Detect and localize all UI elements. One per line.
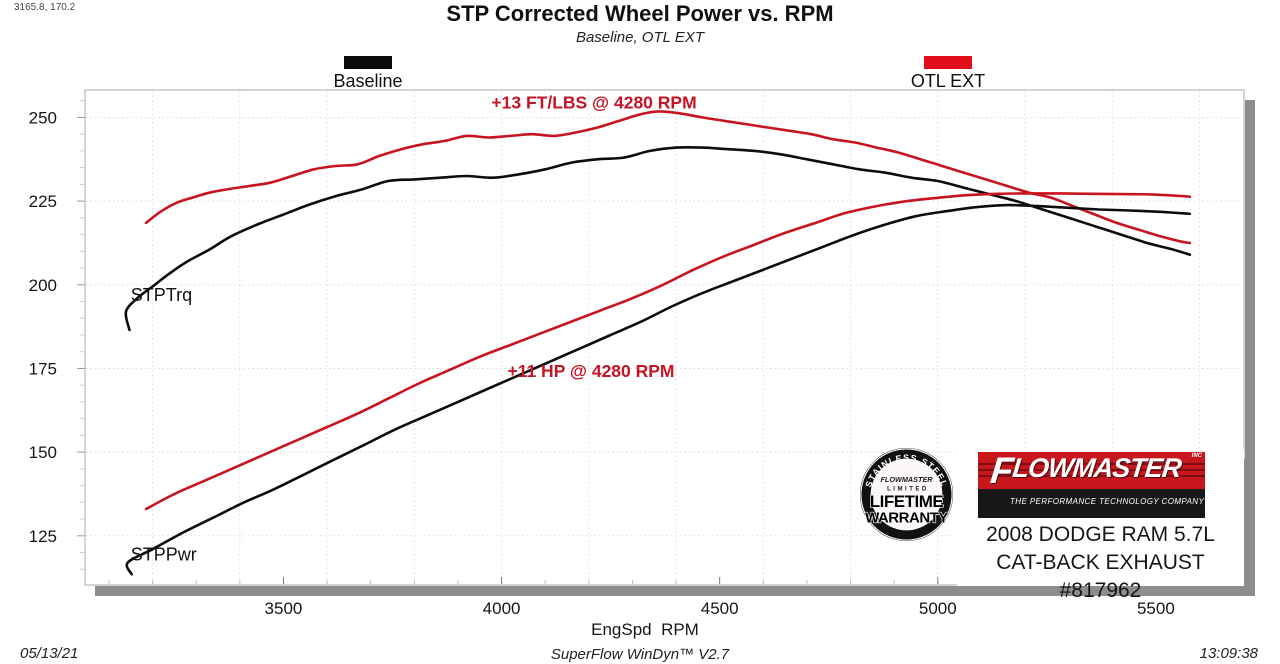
flowmaster-logo: FLOWMASTER INC THE PERFORMANCE TECHNOLOG… [978, 450, 1205, 518]
annotation-text: +13 FT/LBS @ 4280 RPM [491, 93, 696, 113]
badge-inner-disc [870, 458, 943, 531]
vehicle-line-1: 2008 DODGE RAM 5.7L [986, 523, 1215, 546]
curve-otl-ext-stppwr [144, 192, 1192, 511]
x-tick-label: 4500 [701, 599, 739, 618]
baseline-color-swatch [344, 56, 392, 69]
annotation-text: STPPwr [131, 545, 197, 565]
y-tick-label: 125 [29, 527, 57, 546]
footer-software: SuperFlow WinDyn™ V2.7 [550, 646, 730, 663]
annotation-text: STPTrq [131, 285, 192, 305]
vehicle-line-2: CAT-BACK EXHAUST #817962 [996, 551, 1205, 602]
curve-otl-ext-stptrq [144, 110, 1192, 245]
logo-inc-mark: INC [1191, 453, 1202, 459]
cursor-coordinate-readout: 3165.8, 170.2 [14, 2, 76, 13]
badge-brand-text: FLOWMASTER [880, 475, 933, 484]
badge-warranty-text: WARRANTY [865, 510, 948, 527]
legend-item-baseline: Baseline [323, 56, 413, 92]
curve-baseline-stppwr [125, 203, 1192, 576]
x-tick-label: 4000 [483, 599, 521, 618]
otl-ext-color-swatch [924, 56, 972, 69]
otl-ext-legend-label: OTL EXT [910, 71, 986, 91]
x-tick-label: 5000 [919, 599, 957, 618]
x-tick-label: 5500 [1137, 599, 1175, 618]
footer-time: 13:09:38 [1199, 645, 1258, 662]
logo-stripe [978, 463, 1205, 465]
plot-shadow-right [1245, 100, 1255, 596]
curve-baseline-stptrq [124, 145, 1192, 332]
chart-subtitle: Baseline, OTL EXT [575, 29, 705, 46]
badge-lifetime-text: LIFETIME [870, 492, 944, 511]
vehicle-info-panel: FLOWMASTER INC THE PERFORMANCE TECHNOLOG… [957, 449, 1244, 602]
y-tick-label: 225 [29, 192, 57, 211]
y-tick-label: 150 [29, 443, 57, 462]
y-tick-label: 200 [29, 276, 57, 295]
y-tick-label: 250 [29, 108, 57, 127]
logo-stripe [978, 469, 1205, 471]
x-tick-label: 3500 [265, 599, 303, 618]
baseline-legend-label: Baseline [333, 71, 403, 91]
badge-limited-text: LIMITED [887, 487, 929, 493]
lifetime-warranty-badge: STAINLESS STEEL FLOWMASTER LIMITED LIFET… [859, 447, 954, 542]
chart-header: STP Corrected Wheel Power vs. RPM Baseli… [0, 0, 1280, 46]
footer-date: 05/13/21 [20, 645, 79, 662]
x-axis-label: EngSpd RPM [591, 620, 699, 639]
chart-title: STP Corrected Wheel Power vs. RPM [446, 1, 834, 26]
flowmaster-logo-red-band [978, 452, 1205, 489]
annotation-text: +11 HP @ 4280 RPM [507, 361, 674, 381]
plot-shadow-bottom [95, 586, 1255, 596]
flowmaster-wordmark: FLOWMASTER [988, 450, 1183, 491]
logo-stripe [978, 475, 1205, 477]
y-tick-label: 175 [29, 359, 57, 378]
flowmaster-tagline: THE PERFORMANCE TECHNOLOGY COMPANY [1010, 497, 1205, 506]
legend-item-otl-ext: OTL EXT [903, 56, 993, 92]
annotations: +13 FT/LBS @ 4280 RPM +11 HP @ 4280 RPM ST… [131, 93, 697, 565]
tick-labels: 3500 4000 4500 5000 5500 125 150 175 200 225 250 [29, 108, 1175, 618]
